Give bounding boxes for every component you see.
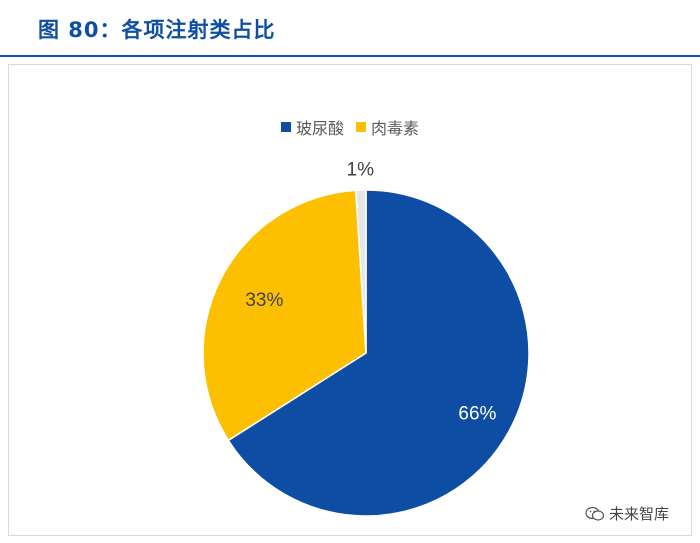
slice-hyaluronic-acid [227, 189, 530, 517]
legend-item-hyaluronic-acid: 玻尿酸 [280, 115, 344, 139]
data-label: 66% [458, 403, 496, 424]
data-label: 33% [245, 290, 283, 311]
chart-legend: 玻尿酸 肉毒素 [0, 115, 700, 139]
legend-label: 肉毒素 [371, 119, 420, 138]
slice-other [354, 189, 367, 354]
legend-swatch [280, 122, 291, 132]
legend-label: 玻尿酸 [295, 119, 344, 138]
figure-title: 图 80：各项注射类占比 [38, 18, 276, 42]
title-bar: 图 80：各项注射类占比 [0, 0, 700, 57]
legend-swatch [356, 122, 366, 132]
watermark-text: 未来智库 [609, 505, 670, 523]
legend-item-botox: 肉毒素 [356, 115, 419, 139]
slice-botox [202, 189, 367, 442]
data-label: 1% [347, 160, 375, 181]
wechat-icon [585, 506, 605, 521]
watermark: 未来智库 [585, 503, 669, 524]
